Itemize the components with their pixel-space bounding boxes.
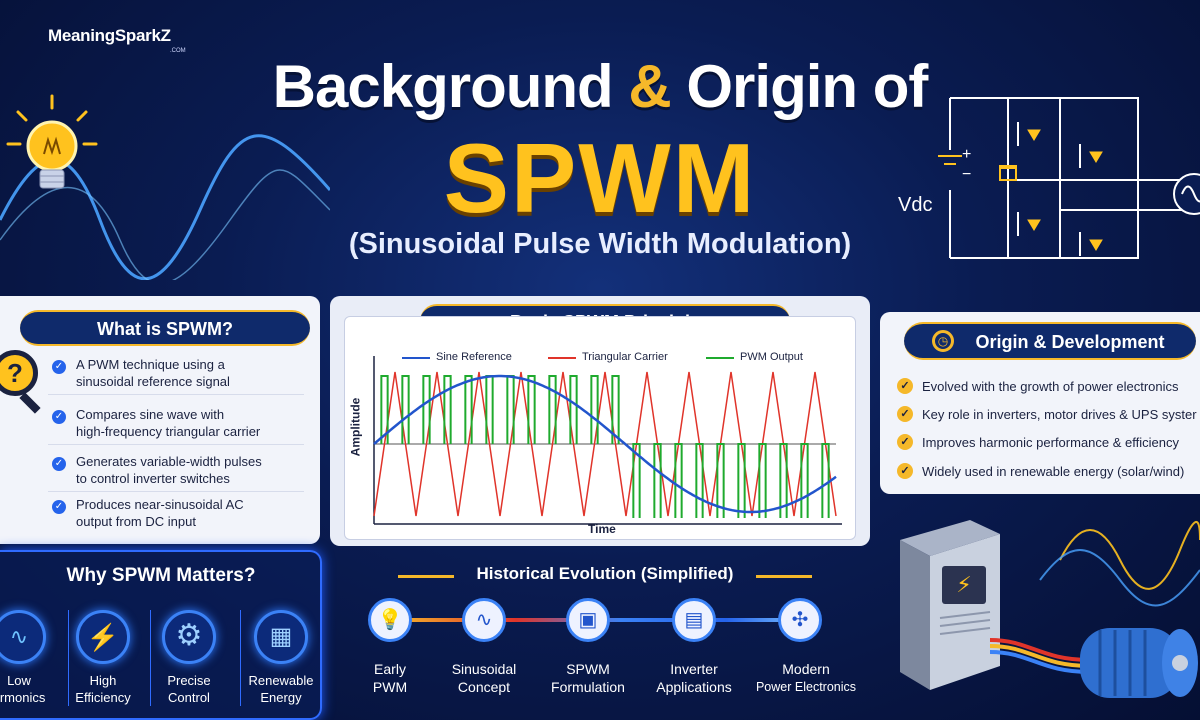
history-item-4-line2: Applications [656, 679, 732, 695]
page-title-line1: Background & Origin of [0, 52, 1200, 121]
what-item-3-line2: to control inverter switches [76, 471, 230, 486]
inverter-circuit-diagram [938, 97, 1200, 259]
wave-icon: ∿ [462, 598, 506, 642]
history-item-2-line1: Sinusoidal [451, 661, 517, 677]
circuit-minus-sign: − [962, 166, 972, 183]
why-item-2-line2: Efficiency [75, 690, 131, 705]
history-item-1-line1: Early [374, 661, 406, 677]
origin-item-3: Improves harmonic performance & efficien… [922, 435, 1179, 450]
low-harmonics-icon: ∿ [0, 610, 46, 664]
history-item-5-line2: Power Electronics [755, 680, 857, 694]
check-icon: ✓ [52, 360, 66, 374]
brand-logo: MeaningSparkZ [48, 26, 171, 45]
question-magnifier-icon: ? [0, 350, 38, 396]
history-item-3-line2: Formulation [551, 679, 625, 695]
what-item-1-line2: sinusoidal reference signal [76, 374, 230, 389]
why-item-4-line1: Renewable [248, 673, 314, 688]
check-icon: ✓ [897, 434, 913, 450]
history-item-early-pwm: Early PWM [330, 660, 450, 696]
legend-sine-label: Sine Reference [436, 351, 512, 363]
brand-logo-suffix: .COM [170, 48, 186, 54]
why-divider [150, 610, 151, 706]
history-item-inverter-applications: Inverter Applications [634, 660, 754, 696]
clock-history-icon: ◷ [932, 330, 954, 352]
history-heading-rule-left [398, 575, 454, 578]
gear-icon: ⚙ [162, 610, 216, 664]
why-item-renewable-energy: Renewable Energy [236, 672, 326, 706]
history-heading: Historical Evolution (Simplified) [476, 564, 734, 583]
chart-y-axis-label: Amplitude [348, 397, 363, 457]
why-item-high-efficiency: High Efficiency [58, 672, 148, 706]
legend-pwm-line [706, 357, 734, 359]
check-icon: ✓ [897, 378, 913, 394]
what-item-1-line1: A PWM technique using a [76, 357, 225, 372]
wind-solar-icon: ✣ [778, 598, 822, 642]
what-item-3-line1: Generates variable-width pulses [76, 454, 262, 469]
sine-reference-series [373, 374, 837, 514]
check-icon: ✓ [52, 457, 66, 471]
history-item-sinusoidal-concept: Sinusoidal Concept [424, 660, 544, 696]
spwm-waveform-chart [373, 356, 842, 525]
why-spwm-heading: Why SPWM Matters? [66, 565, 256, 586]
why-item-3-line2: Control [168, 690, 210, 705]
what-is-spwm-heading: What is SPWM? [20, 310, 310, 346]
title-word-origin: Origin of [686, 53, 928, 120]
page-title-main: SPWM [443, 123, 757, 233]
check-icon: ✓ [897, 406, 913, 422]
solar-panel-icon: ▦ [254, 610, 308, 664]
chart-x-axis-label: Time [588, 522, 616, 536]
history-item-modern-power-electronics: Modern Power Electronics [744, 660, 868, 696]
history-item-spwm-formulation: SPWM Formulation [528, 660, 648, 696]
legend-sine-line [402, 357, 430, 359]
what-item-3: Generates variable-width pulses to contro… [48, 453, 304, 492]
bulb-icon: 💡 [368, 598, 412, 642]
title-word-background: Background [272, 53, 614, 120]
history-item-5-line1: Modern [782, 661, 830, 677]
why-item-4-line2: Energy [260, 690, 302, 705]
history-item-3-line1: SPWM [566, 661, 610, 677]
what-item-1: A PWM technique using a sinusoidal refere… [48, 356, 304, 395]
what-item-2: Compares sine wave with high-frequency tr… [48, 406, 304, 445]
check-icon: ✓ [897, 463, 913, 479]
legend-carrier-line [548, 357, 576, 359]
origin-item-1: Evolved with the growth of power electro… [922, 379, 1179, 394]
pwm-output-series [380, 375, 830, 518]
what-item-4: Produces near-sinusoidal AC output from D… [48, 496, 304, 534]
why-item-precise-control: Precise Control [144, 672, 234, 706]
history-item-2-line2: Concept [457, 679, 511, 695]
lightning-icon: ⚡ [76, 610, 130, 664]
why-divider [240, 610, 241, 706]
what-item-2-line1: Compares sine wave with [76, 407, 225, 422]
legend-pwm-label: PWM Output [740, 351, 803, 363]
why-item-low-harmonics: Low armonics [0, 672, 64, 706]
what-item-2-line2: high-frequency triangular carrier [76, 424, 261, 439]
inverter-motor-illustration: ⚡ [900, 520, 1200, 698]
history-item-1-line2: PWM [372, 679, 408, 695]
origin-item-4: Widely used in renewable energy (solar/w… [922, 464, 1185, 479]
why-item-1-line1: Low [7, 673, 31, 688]
lightbulb-icon [6, 94, 98, 189]
history-heading-rule-right [756, 575, 812, 578]
history-item-4-line1: Inverter [670, 661, 718, 677]
circuit-plus-sign: + [962, 146, 972, 163]
chip-icon: ▣ [566, 598, 610, 642]
title-ampersand: & [628, 53, 671, 120]
legend-carrier-label: Triangular Carrier [582, 351, 668, 363]
what-item-4-line1: Produces near-sinusoidal AC [76, 497, 244, 512]
vdc-label: Vdc [898, 194, 933, 216]
why-divider [68, 610, 69, 706]
what-item-4-line2: output from DC input [76, 514, 196, 529]
svg-text:⚡: ⚡ [956, 573, 971, 598]
origin-heading-label: Origin & Development [975, 332, 1165, 352]
inverter-icon: ▤ [672, 598, 716, 642]
why-item-3-line1: Precise [167, 673, 211, 688]
origin-item-2: Key role in inverters, motor drives & UP… [922, 407, 1197, 422]
check-icon: ✓ [52, 410, 66, 424]
check-icon: ✓ [52, 500, 66, 514]
why-item-1-line2: armonics [0, 690, 46, 705]
why-item-2-line1: High [89, 673, 117, 688]
page-subtitle: (Sinusoidal Pulse Width Modulation) [348, 228, 852, 260]
